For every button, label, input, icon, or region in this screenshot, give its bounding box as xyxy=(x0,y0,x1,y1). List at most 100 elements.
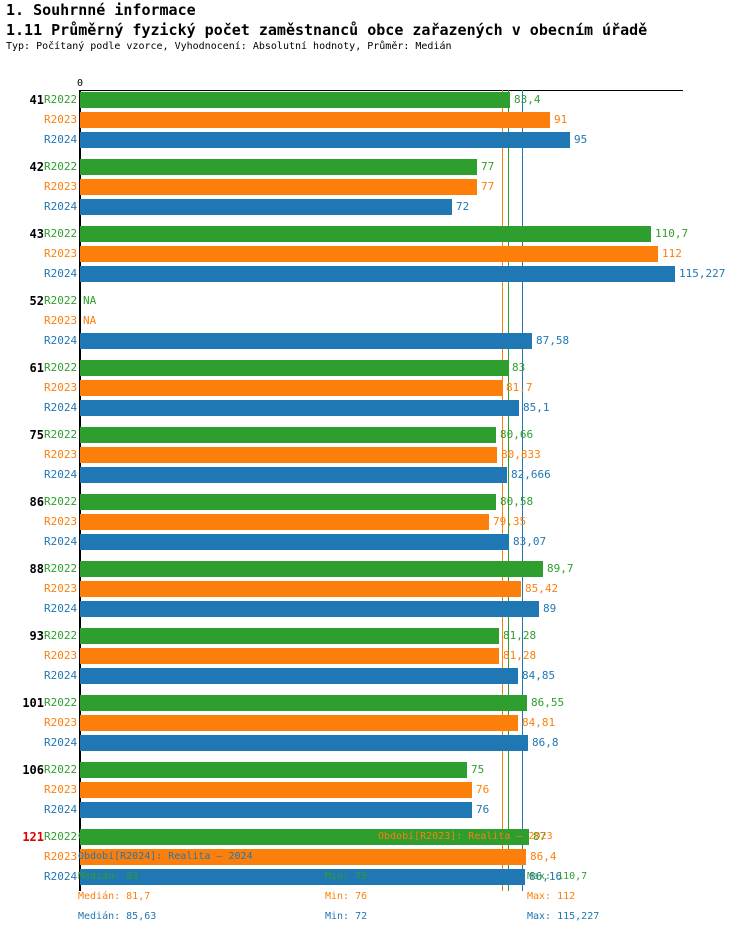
category-label[interactable]: 43 xyxy=(29,227,44,241)
bar-row: R2022 87 xyxy=(0,829,750,845)
series-row-label[interactable]: R2022 xyxy=(44,629,78,642)
series-row-label[interactable]: R2023 xyxy=(44,783,78,796)
category-label[interactable]: 41 xyxy=(29,93,44,107)
bar[interactable] xyxy=(80,494,496,510)
bar[interactable] xyxy=(80,869,525,885)
series-row-label[interactable]: R2022 xyxy=(44,428,78,441)
series-row-label[interactable]: R2022 xyxy=(44,294,78,307)
bar-row: R2022 81,28 xyxy=(0,628,750,644)
series-row-label[interactable]: R2022 xyxy=(44,227,78,240)
series-row-label[interactable]: R2023 xyxy=(44,649,78,662)
bar[interactable] xyxy=(80,226,651,242)
bar[interactable] xyxy=(80,179,477,195)
series-row-label[interactable]: R2024 xyxy=(44,669,78,682)
series-row-label[interactable]: R2022 xyxy=(44,361,78,374)
category-label[interactable]: 88 xyxy=(29,562,44,576)
bar[interactable] xyxy=(80,132,570,148)
series-row-label[interactable]: R2024 xyxy=(44,535,78,548)
axis-zero-label: 0 xyxy=(77,78,84,89)
bar[interactable] xyxy=(80,802,472,818)
series-row-label[interactable]: R2022 xyxy=(44,160,78,173)
bar[interactable] xyxy=(80,601,539,617)
bar[interactable] xyxy=(80,514,489,530)
bar[interactable] xyxy=(80,628,499,644)
bar[interactable] xyxy=(80,534,509,550)
category-label[interactable]: 61 xyxy=(29,361,44,375)
legend-item-r2024[interactable]: Období[R2024]: Realita – 2024 xyxy=(78,851,253,862)
series-row-label[interactable]: R2023 xyxy=(44,381,78,394)
series-row-label[interactable]: R2022 xyxy=(44,495,78,508)
bar[interactable] xyxy=(80,561,543,577)
series-row-label[interactable]: R2022 xyxy=(44,696,78,709)
series-row-label[interactable]: R2023 xyxy=(44,850,78,863)
bar[interactable] xyxy=(80,112,550,128)
bar-value-label: 79,35 xyxy=(493,515,527,528)
bar[interactable] xyxy=(80,266,675,282)
category-label[interactable]: 42 xyxy=(29,160,44,174)
series-row-label[interactable]: R2023 xyxy=(44,716,78,729)
legend-item-r2023[interactable]: Období[R2023]: Realita – 2023 xyxy=(378,831,553,842)
series-row-label[interactable]: R2022 xyxy=(44,562,78,575)
series-row-label[interactable]: R2023 xyxy=(44,247,78,260)
bar-value-na: NA xyxy=(83,314,97,327)
series-row-label[interactable]: R2024 xyxy=(44,602,78,615)
category-label[interactable]: 86 xyxy=(29,495,44,509)
bar-value-label: 76 xyxy=(476,803,490,816)
series-row-label[interactable]: R2023 xyxy=(44,180,78,193)
bar[interactable] xyxy=(80,246,658,262)
bar[interactable] xyxy=(80,92,510,108)
series-row-label[interactable]: R2023 xyxy=(44,448,78,461)
series-row-label[interactable]: R2024 xyxy=(44,133,78,146)
series-row-label[interactable]: R2024 xyxy=(44,803,78,816)
bar[interactable] xyxy=(80,849,526,865)
category-label[interactable]: 101 xyxy=(22,696,44,710)
category-label[interactable]: 106 xyxy=(22,763,44,777)
series-row-label[interactable]: R2024 xyxy=(44,736,78,749)
bar[interactable] xyxy=(80,199,452,215)
bar-value-label: 83,4 xyxy=(514,93,541,106)
bar[interactable] xyxy=(80,695,527,711)
bar[interactable] xyxy=(80,159,477,175)
series-row-label[interactable]: R2023 xyxy=(44,314,78,327)
bar[interactable] xyxy=(80,735,528,751)
legend-item-r2022[interactable]: Období[R2022]: Realita – 2022 xyxy=(78,831,253,842)
bar[interactable] xyxy=(80,581,521,597)
bar[interactable] xyxy=(80,333,532,349)
bar-value-label: 81,28 xyxy=(503,629,537,642)
series-row-label[interactable]: R2024 xyxy=(44,401,78,414)
series-row-label[interactable]: R2022 xyxy=(44,93,78,106)
bar[interactable] xyxy=(80,782,472,798)
series-row-label[interactable]: R2022 xyxy=(44,763,78,776)
bar[interactable] xyxy=(80,648,499,664)
category-label[interactable]: 93 xyxy=(29,629,44,643)
series-row-label[interactable]: R2024 xyxy=(44,267,78,280)
bar[interactable] xyxy=(80,829,529,845)
series-row-label[interactable]: R2023 xyxy=(44,582,78,595)
bar[interactable] xyxy=(80,427,496,443)
category-label[interactable]: 52 xyxy=(29,294,44,308)
series-row-label[interactable]: R2023 xyxy=(44,515,78,528)
bar[interactable] xyxy=(80,762,467,778)
bar[interactable] xyxy=(80,447,497,463)
series-row-label[interactable]: R2024 xyxy=(44,200,78,213)
series-row-label[interactable]: R2024 xyxy=(44,870,78,883)
bar-value-label: 80,58 xyxy=(500,495,534,508)
series-row-label[interactable]: R2024 xyxy=(44,334,78,347)
series-row-label[interactable]: R2024 xyxy=(44,468,78,481)
bar-row: R2022 86,55 xyxy=(0,695,750,711)
bar[interactable] xyxy=(80,668,518,684)
bar[interactable] xyxy=(80,380,502,396)
bar-row: R2022 110,7 xyxy=(0,226,750,242)
bar[interactable] xyxy=(80,400,519,416)
bar-row: R2022 80,58 xyxy=(0,494,750,510)
bar[interactable] xyxy=(80,360,508,376)
series-row-label[interactable]: R2022 xyxy=(44,830,78,843)
bar[interactable] xyxy=(80,467,507,483)
bar-row: R2024 86,16 xyxy=(0,869,750,885)
series-row-label[interactable]: R2023 xyxy=(44,113,78,126)
category-label[interactable]: 75 xyxy=(29,428,44,442)
y-axis-line xyxy=(79,90,81,891)
category-label[interactable]: 121 xyxy=(22,830,44,844)
bar[interactable] xyxy=(80,715,518,731)
stat-min-r2023: Min: 76 xyxy=(325,891,368,902)
